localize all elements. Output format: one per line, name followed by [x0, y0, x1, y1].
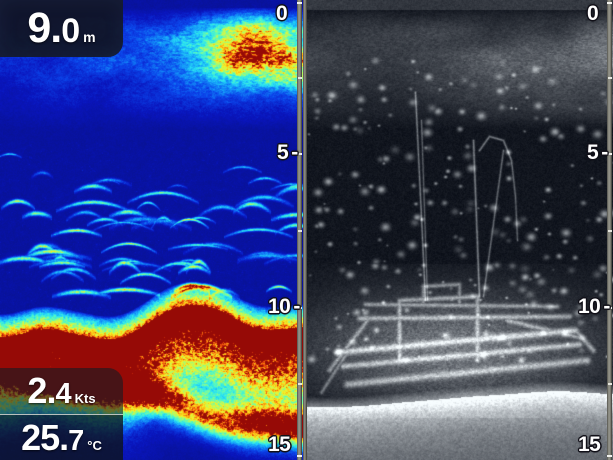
scale-tick-major	[297, 153, 302, 156]
right-scale-label-5: 5-	[587, 141, 608, 164]
temperature-decimal-point: .	[59, 416, 69, 458]
scale-tick-minor	[298, 383, 302, 386]
temperature-unit-label: °C	[87, 437, 102, 453]
depth-readout: 9 . 0 m	[27, 7, 95, 50]
downscan-structure-panel[interactable]	[307, 0, 613, 460]
left-scale-label-15: 15	[268, 433, 291, 456]
right-scale-label-10: 10-	[578, 295, 610, 318]
panel-divider[interactable]	[303, 0, 307, 460]
right-scale-dash-5: -	[601, 141, 608, 164]
scale-tick-major	[607, 2, 612, 4]
scale-tick-major	[607, 455, 612, 457]
left-scale-label-5: 5-	[277, 141, 298, 164]
scale-tick-minor	[608, 383, 612, 386]
temperature-value-fraction: 7	[68, 424, 84, 457]
right-scale-label-15: 15	[578, 433, 601, 456]
speed-decimal-point: .	[46, 370, 56, 411]
depth-value-whole: 9	[27, 4, 51, 52]
temperature-readout: 25 . 7 °C	[21, 416, 102, 458]
left-scale-label-10: 10-	[268, 295, 300, 318]
left-scale-label-0: 0	[276, 2, 288, 25]
speed-value-whole: 2	[27, 370, 47, 411]
scale-tick-minor	[298, 76, 302, 79]
right-scale-dash-10: -	[603, 295, 610, 318]
scale-tick-major	[297, 455, 302, 457]
nav-data-overlay-box[interactable]: 2 . 4 Kts 25 . 7 °C	[0, 368, 123, 460]
scale-tick-major	[607, 153, 612, 156]
speed-readout: 2 . 4 Kts	[27, 373, 95, 409]
depth-unit-label: m	[83, 29, 96, 45]
right-scale-label-0: 0	[587, 2, 599, 25]
left-scale-dash-10: -	[293, 295, 300, 318]
speed-readout-row[interactable]: 2 . 4 Kts	[0, 368, 123, 414]
temperature-value-whole: 25	[21, 416, 60, 458]
downscan-structure-image[interactable]	[307, 0, 613, 460]
scale-tick-minor	[608, 76, 612, 79]
speed-unit-label: Kts	[74, 391, 96, 406]
depth-value-fraction: 0	[61, 12, 80, 50]
scale-tick-major	[297, 2, 302, 4]
scale-tick-major	[297, 306, 302, 309]
depth-readout-box[interactable]: 9 . 0 m	[0, 0, 123, 57]
scale-tick-major	[607, 306, 612, 309]
speed-value-fraction: 4	[55, 378, 71, 410]
depth-decimal-point: .	[50, 4, 62, 52]
left-scale-dash-5: -	[291, 141, 298, 164]
scale-tick-minor	[298, 230, 302, 232]
scale-tick-minor	[608, 230, 612, 232]
temperature-readout-row[interactable]: 25 . 7 °C	[0, 414, 123, 460]
